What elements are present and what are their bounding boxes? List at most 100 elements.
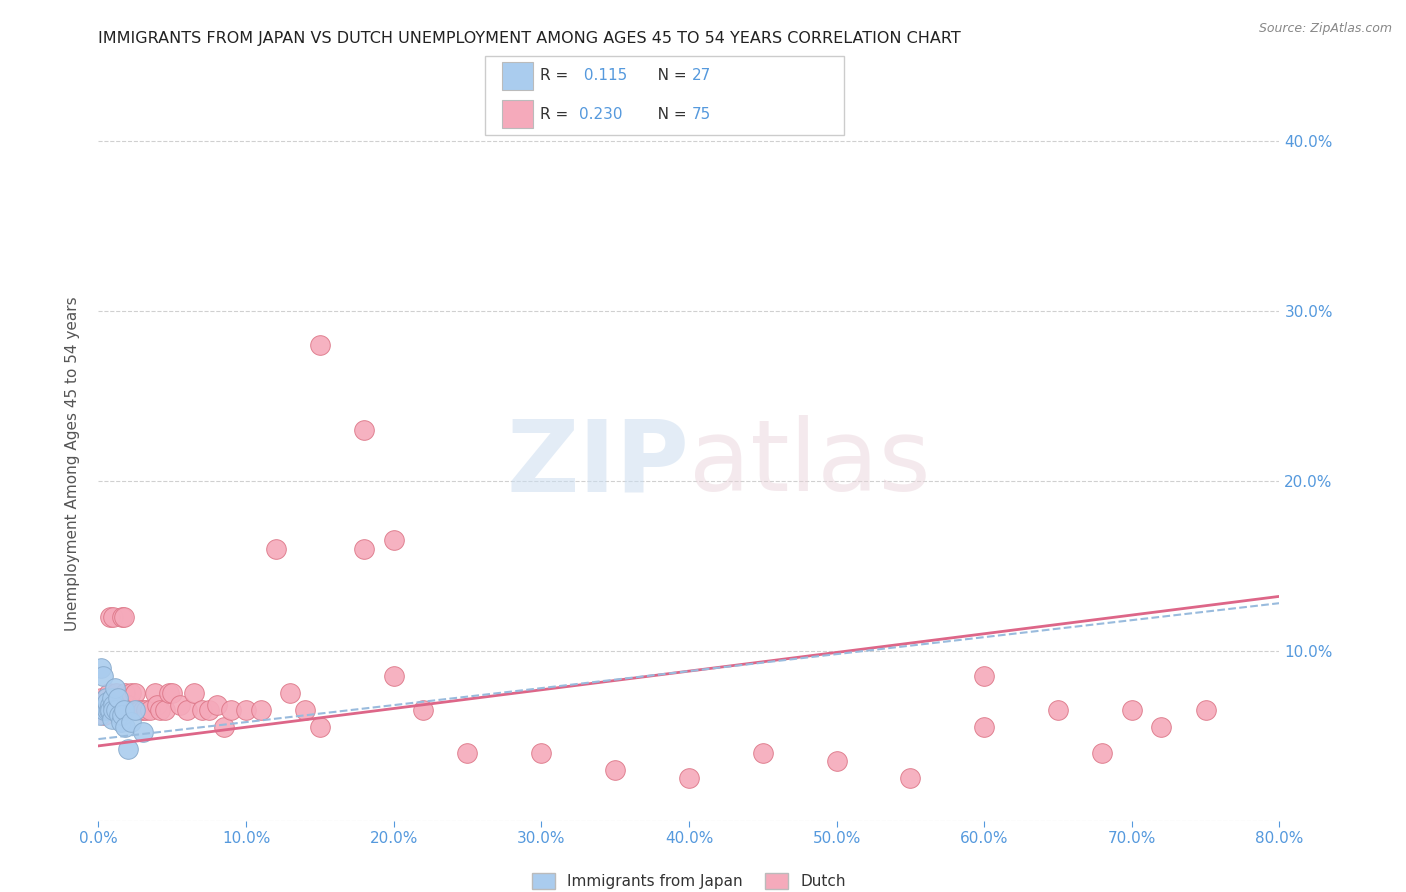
Point [91,695,114,709]
Point [90,661,112,675]
Point [132,725,155,739]
Point [96,695,118,709]
Point [973,720,995,734]
Point [103,609,125,624]
Point [1046,703,1069,717]
Point [124,686,146,700]
Point [294,703,316,717]
Point [98,609,121,624]
Point [96,698,118,712]
Text: 0.115: 0.115 [579,69,627,83]
Point [124,703,146,717]
Point [91,703,114,717]
Point [105,686,128,700]
Point [93,708,115,723]
Point [100,712,122,726]
Text: 75: 75 [692,107,711,121]
Point [176,703,198,717]
Point [104,695,127,709]
Point [412,703,434,717]
Point [128,703,150,717]
Point [353,541,375,556]
Point [89,698,111,712]
Point [1091,746,1114,760]
Text: IMMIGRANTS FROM JAPAN VS DUTCH UNEMPLOYMENT AMONG AGES 45 TO 54 YEARS CORRELATIO: IMMIGRANTS FROM JAPAN VS DUTCH UNEMPLOYM… [98,31,962,46]
Point [157,686,180,700]
Point [90,691,112,706]
Point [91,669,114,683]
Point [100,703,122,717]
Text: 0.230: 0.230 [579,107,623,121]
Point [94,691,117,706]
Point [212,720,235,734]
Point [751,746,773,760]
Point [309,720,332,734]
Point [110,715,132,730]
Point [120,686,142,700]
Point [114,720,136,734]
Point [111,708,134,723]
Point [93,695,115,709]
Point [94,698,117,712]
Text: Source: ZipAtlas.com: Source: ZipAtlas.com [1258,22,1392,36]
Point [353,423,375,437]
Point [605,763,627,777]
Text: 27: 27 [692,69,711,83]
Point [104,681,127,695]
Text: N =: N = [643,107,690,121]
Point [530,746,553,760]
Point [97,703,120,717]
Point [90,703,112,717]
Point [110,703,132,717]
Text: R =: R = [540,69,574,83]
Point [105,703,128,717]
Point [235,703,257,717]
Point [205,698,228,712]
Point [139,703,162,717]
Point [183,686,205,700]
Point [309,338,332,352]
Point [117,698,139,712]
Point [382,533,405,548]
Point [149,703,172,717]
Point [117,742,139,756]
Point [143,686,166,700]
Point [93,703,115,717]
Point [198,703,221,717]
Point [98,703,121,717]
Point [107,691,129,706]
Point [108,703,131,717]
Point [97,686,120,700]
Legend: Immigrants from Japan, Dutch: Immigrants from Japan, Dutch [526,867,852,892]
Point [97,703,120,717]
Y-axis label: Unemployment Among Ages 45 to 54 years: Unemployment Among Ages 45 to 54 years [65,296,80,632]
Point [678,771,700,785]
Point [169,698,191,712]
Point [219,703,242,717]
Point [1195,703,1218,717]
Point [103,698,125,712]
Point [153,703,176,717]
Point [108,708,131,723]
Point [900,771,922,785]
Point [135,703,157,717]
Point [162,686,183,700]
Point [114,686,136,700]
Point [98,698,121,712]
Point [94,698,117,712]
Point [191,703,214,717]
Point [94,691,117,706]
Point [89,703,111,717]
Point [96,703,118,717]
Point [1121,703,1143,717]
Point [111,609,134,624]
Text: R =: R = [540,107,574,121]
Point [112,609,135,624]
Point [973,669,995,683]
Point [115,703,138,717]
Point [100,691,122,706]
Point [107,698,129,712]
Point [264,541,287,556]
Point [132,703,155,717]
Point [1150,720,1173,734]
